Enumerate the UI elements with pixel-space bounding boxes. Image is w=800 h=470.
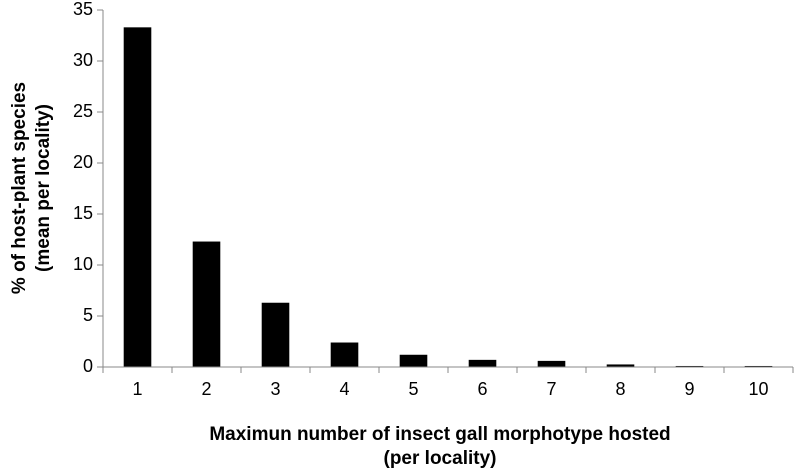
x-tick-label: 4 bbox=[339, 379, 349, 399]
bar-7 bbox=[537, 360, 566, 367]
bar-4 bbox=[330, 342, 359, 367]
x-tick-label: 6 bbox=[477, 379, 487, 399]
y-tick-label: 30 bbox=[73, 50, 93, 70]
x-tick-label: 2 bbox=[201, 379, 211, 399]
x-tick-label: 8 bbox=[615, 379, 625, 399]
x-axis-title-line1: Maximun number of insect gall morphotype… bbox=[209, 424, 670, 445]
bars bbox=[123, 27, 773, 368]
bar-3 bbox=[261, 302, 290, 367]
y-tick-label: 15 bbox=[73, 203, 93, 223]
bar-1 bbox=[123, 27, 152, 368]
y-axis-ticks: 0 5 10 15 20 25 30 35 bbox=[73, 0, 103, 376]
x-tick-label: 3 bbox=[270, 379, 280, 399]
y-tick-label: 0 bbox=[83, 356, 93, 376]
bar-5 bbox=[399, 354, 428, 367]
y-tick-label: 5 bbox=[83, 305, 93, 325]
bar-10 bbox=[744, 365, 773, 367]
y-tick-label: 20 bbox=[73, 152, 93, 172]
y-axis-title-line1: % of host-plant species bbox=[9, 82, 30, 294]
x-tick-label: 10 bbox=[748, 379, 768, 399]
bar-8 bbox=[606, 364, 635, 367]
bar-6 bbox=[468, 359, 497, 367]
x-tick-label: 9 bbox=[684, 379, 694, 399]
x-tick-label: 5 bbox=[408, 379, 418, 399]
y-tick-label: 25 bbox=[73, 101, 93, 121]
y-axis-title-line2: (mean per locality) bbox=[33, 104, 54, 272]
bar-9 bbox=[675, 365, 704, 367]
x-tick-label: 7 bbox=[546, 379, 556, 399]
y-tick-label: 10 bbox=[73, 254, 93, 274]
x-tick-label: 1 bbox=[132, 379, 142, 399]
bar-2 bbox=[192, 241, 221, 367]
y-tick-label: 35 bbox=[73, 0, 93, 19]
x-axis-title-line2: (per locality) bbox=[384, 448, 497, 469]
x-axis-ticks: 1 2 3 4 5 6 7 8 9 10 bbox=[102, 367, 794, 399]
